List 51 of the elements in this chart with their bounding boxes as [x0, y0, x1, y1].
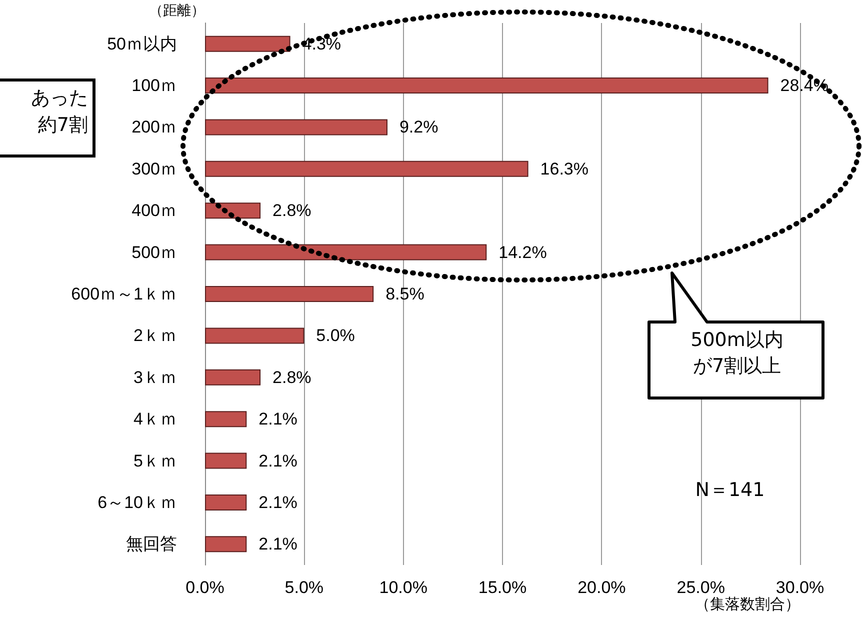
bar: [205, 536, 247, 552]
data-label: 9.2%: [399, 118, 438, 137]
bar: [205, 328, 304, 344]
bar: [205, 36, 290, 52]
data-label: 2.1%: [258, 451, 298, 470]
y-tick-label: 4ｋｍ: [134, 410, 177, 429]
data-label: 2.8%: [272, 368, 312, 387]
y-tick-label: 300ｍ: [132, 159, 177, 178]
y-tick-label: 100ｍ: [132, 76, 177, 96]
x-tick-label: 15.0%: [478, 578, 527, 597]
bar: [205, 160, 528, 177]
y-tick-label: 3ｋｍ: [134, 368, 177, 387]
bar: [205, 244, 487, 260]
bar: [205, 119, 388, 136]
data-label: 2.8%: [272, 201, 312, 220]
data-label: 16.3%: [540, 159, 588, 178]
bar: [205, 369, 261, 386]
text: 約7割: [36, 113, 88, 138]
x-tick-label: 25.0%: [676, 578, 725, 597]
bar: [205, 286, 374, 302]
bar: [205, 202, 261, 219]
x-tick-label: 20.0%: [578, 578, 626, 597]
y-tick-label: 5ｋｍ: [134, 451, 177, 470]
y-tick-label: 500ｍ: [132, 242, 177, 262]
y-tick-label: 400ｍ: [132, 201, 177, 220]
x-tick-label: 5.0%: [284, 578, 324, 597]
data-label: 2.1%: [258, 410, 298, 429]
annotation: N＝141: [694, 478, 766, 503]
bar: [205, 411, 247, 428]
y-tick-label: 600ｍ～1ｋｍ: [71, 284, 177, 304]
data-label: 5.0%: [316, 326, 355, 346]
y-tick-label: 2ｋｍ: [134, 326, 177, 346]
text: あった: [30, 86, 88, 111]
x-tick-label: 30.0%: [776, 578, 824, 597]
data-label: 14.2%: [498, 242, 547, 262]
x-tick-label: 0.0%: [186, 578, 224, 597]
y-tick-label: 6～10ｋｍ: [98, 492, 177, 512]
data-label: 2.1%: [258, 492, 298, 512]
bar: [205, 494, 247, 510]
data-label: 2.1%: [258, 534, 298, 554]
x-tick-label: 10.0%: [379, 578, 428, 597]
annotation: 500m以内: [690, 328, 784, 353]
y-tick-label: 無回答: [126, 534, 177, 554]
annotation: が7割以上: [692, 354, 782, 379]
bar: [205, 452, 247, 469]
y-tick-label: 50ｍ以内: [107, 34, 177, 54]
y-tick-label: 200ｍ: [132, 118, 177, 137]
x-axis-title: （集落数割合）: [695, 596, 800, 613]
y-axis-title: （距離）: [149, 2, 205, 18]
data-label: 8.5%: [386, 284, 424, 304]
bar: [205, 78, 768, 94]
